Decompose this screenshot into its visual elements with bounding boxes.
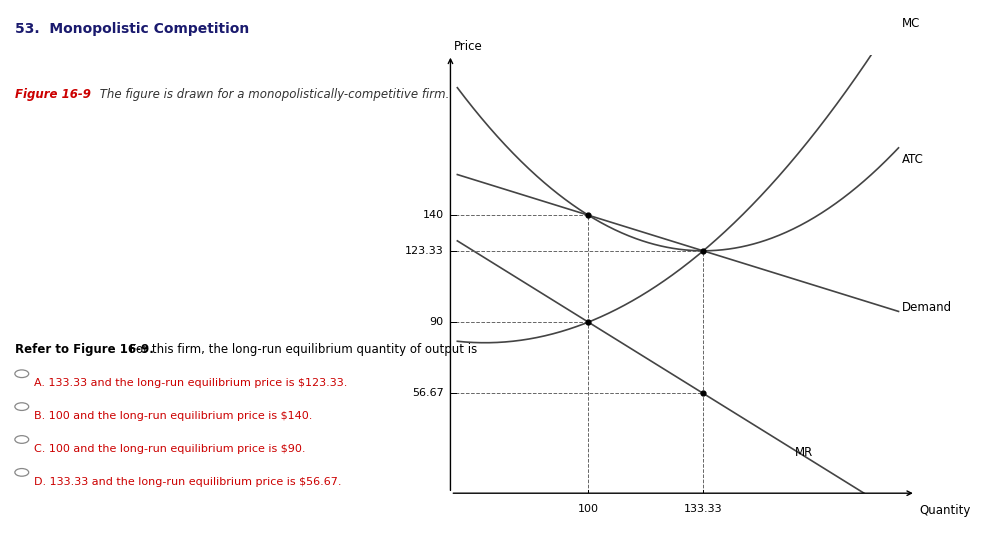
Text: Quantity: Quantity bbox=[919, 504, 970, 517]
Text: For this firm, the long-run equilibrium quantity of output is: For this firm, the long-run equilibrium … bbox=[126, 342, 477, 356]
Text: The figure is drawn for a monopolistically-competitive firm.: The figure is drawn for a monopolistical… bbox=[96, 88, 449, 101]
Text: 56.67: 56.67 bbox=[412, 389, 444, 398]
Text: A. 133.33 and the long-run equilibrium price is $123.33.: A. 133.33 and the long-run equilibrium p… bbox=[34, 378, 347, 388]
Text: B. 100 and the long-run equilibrium price is $140.: B. 100 and the long-run equilibrium pric… bbox=[34, 411, 312, 421]
Text: 100: 100 bbox=[578, 504, 599, 514]
Text: MR: MR bbox=[795, 446, 814, 459]
Text: MC: MC bbox=[902, 17, 921, 30]
Text: 133.33: 133.33 bbox=[684, 504, 723, 514]
Text: Figure 16-9: Figure 16-9 bbox=[15, 88, 91, 101]
Text: 123.33: 123.33 bbox=[405, 246, 444, 256]
Text: D. 133.33 and the long-run equilibrium price is $56.67.: D. 133.33 and the long-run equilibrium p… bbox=[34, 477, 342, 487]
Text: 90: 90 bbox=[430, 317, 444, 327]
Text: 140: 140 bbox=[423, 210, 444, 220]
Text: 53.  Monopolistic Competition: 53. Monopolistic Competition bbox=[15, 22, 249, 36]
Text: ATC: ATC bbox=[902, 153, 924, 165]
Text: Refer to Figure 16-9.: Refer to Figure 16-9. bbox=[15, 342, 153, 356]
Text: Price: Price bbox=[453, 39, 483, 53]
Text: C. 100 and the long-run equilibrium price is $90.: C. 100 and the long-run equilibrium pric… bbox=[34, 444, 305, 454]
Text: Demand: Demand bbox=[902, 301, 952, 313]
